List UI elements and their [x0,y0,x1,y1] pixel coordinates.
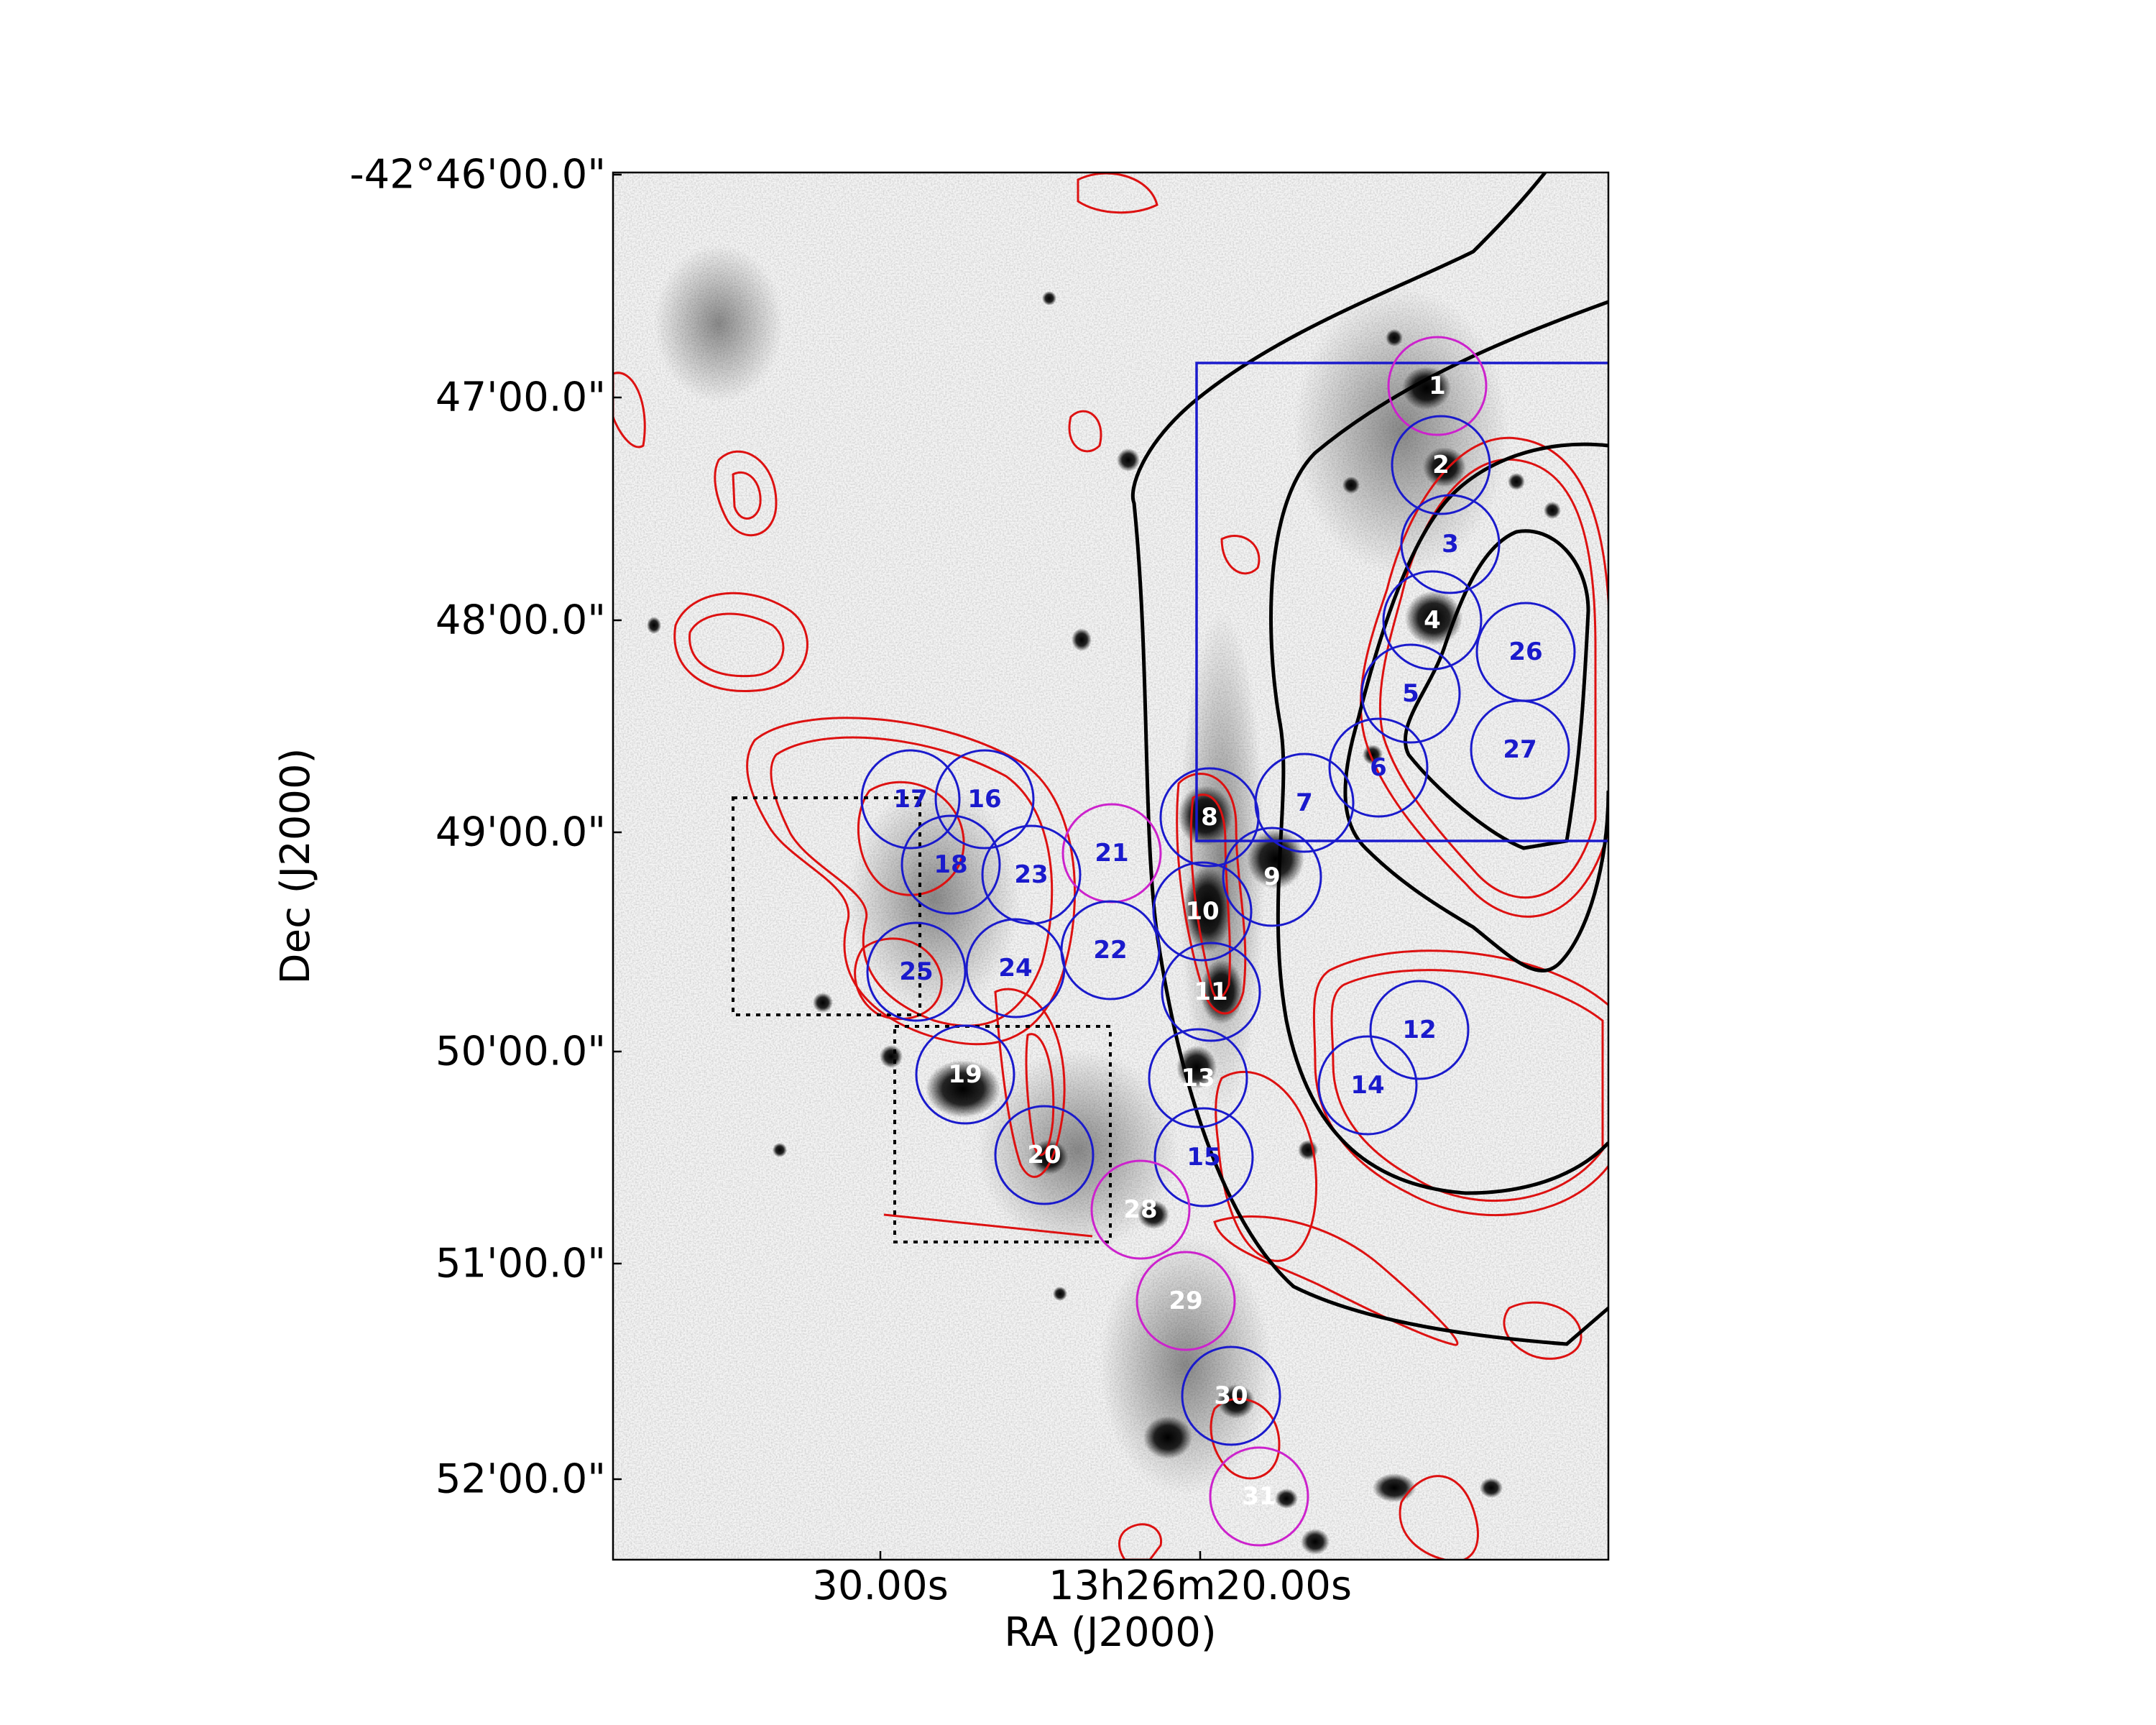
region-circle [866,921,967,1022]
region-label: 17 [893,785,927,814]
region-circle [1222,827,1322,927]
region-label: 15 [1187,1143,1220,1172]
region-label: 31 [1242,1482,1276,1511]
region-label: 6 [1370,753,1387,782]
region-label: 2 [1432,451,1450,479]
region-label: 10 [1185,897,1219,926]
region-circle [981,824,1082,925]
region-label: 1 [1429,372,1446,400]
region-label: 7 [1296,788,1313,817]
region-circle [1328,717,1429,818]
region-circle [1090,1159,1191,1260]
region-label: 19 [948,1060,982,1089]
region-circle [1181,1346,1281,1446]
region-circle [1470,699,1570,800]
region-label: 21 [1095,839,1128,868]
x-ticks [879,1551,1202,1560]
region-circle [965,918,1066,1018]
y-tick-label: 50'00.0" [436,1029,606,1075]
region-label: 27 [1503,735,1537,764]
region-circle [994,1105,1095,1205]
y-tick-label: 47'00.0" [436,374,606,421]
x-tick-label: 13h26m20.00s [1049,1563,1352,1609]
region-label: 13 [1181,1064,1215,1092]
region-label: 5 [1402,679,1419,708]
region-label: 12 [1402,1016,1436,1044]
y-tick-label: 49'00.0" [436,809,606,856]
x-tick-label: 30.00s [812,1563,949,1609]
y-tick-label: 52'00.0" [436,1456,606,1503]
region-label: 28 [1123,1195,1157,1224]
y-axis-title: Dec (J2000) [272,748,319,985]
region-circle [1400,494,1501,594]
region-circle [1391,415,1491,515]
region-circle [915,1024,1015,1125]
region-label: 26 [1508,638,1542,666]
y-ticks [613,173,622,1481]
region-label: 18 [934,850,967,879]
region-circle [1387,336,1488,436]
region-label: 16 [967,785,1001,814]
region-label: 29 [1169,1287,1202,1315]
x-axis-title: RA (J2000) [1004,1609,1216,1656]
region-label: 3 [1442,530,1459,558]
region-circle [1153,1107,1254,1208]
region-label: 4 [1424,606,1441,635]
dotted-box-upper [732,796,921,1016]
region-circle [1135,1251,1236,1351]
region-label: 20 [1027,1141,1061,1169]
region-circle [1209,1446,1309,1547]
region-circle [1159,767,1260,868]
region-label: 24 [998,954,1032,983]
dotted-box-lower [893,1025,1112,1243]
region-label: 22 [1093,936,1127,965]
black-contours [1130,172,1608,1346]
region-circles [860,336,1576,1547]
blue-box [1195,362,1608,842]
sky-image [613,172,1608,1560]
region-circle [1360,643,1461,744]
region-circle [1382,570,1483,671]
region-label: 23 [1014,860,1048,889]
y-tick-label: 48'00.0" [436,597,606,644]
y-tick-label: -42°46'00.0" [349,152,606,198]
region-circle [860,749,961,850]
region-label: 25 [899,957,933,986]
region-circle [1161,942,1261,1042]
red-contours [613,172,1608,1560]
y-tick-label: 51'00.0" [436,1241,606,1287]
region-circle [1152,861,1253,962]
plot-frame [612,171,1610,1561]
region-circle [934,749,1035,850]
region-label: 8 [1201,803,1218,832]
region-label: 11 [1194,978,1227,1006]
region-circle [1148,1028,1248,1128]
region-label: 30 [1214,1381,1248,1410]
region-label: 9 [1263,862,1281,891]
region-circle [1317,1035,1418,1136]
region-circle [900,814,1001,915]
region-circle [1369,980,1470,1080]
region-label: 14 [1350,1071,1384,1100]
